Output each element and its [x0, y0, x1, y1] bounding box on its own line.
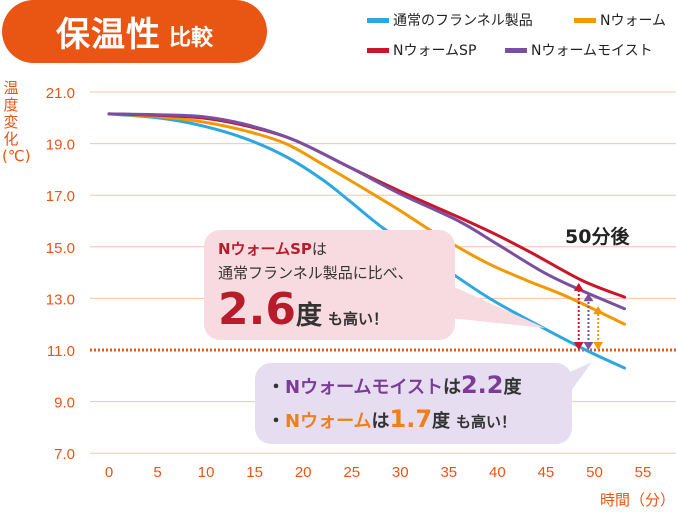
series-line-1	[107, 112, 627, 326]
y-tick-label: 13.0	[46, 291, 75, 308]
title-sub: 比較	[168, 25, 213, 51]
series-line-3	[107, 112, 627, 311]
x-tick-label: 30	[392, 464, 409, 481]
nwarm-difference-value: 1.7	[389, 405, 433, 433]
sp-callout-line3: 2.6度 も高い！	[218, 284, 388, 335]
arrow-head-down-icon	[573, 342, 584, 350]
legend-label: NウォームSP	[393, 43, 477, 59]
x-tick-label: 0	[105, 464, 113, 481]
sp-callout-line2: 通常フランネル製品に比べ、	[218, 264, 413, 282]
arrow-head-down-icon	[593, 342, 604, 350]
y-tick-label: 15.0	[46, 240, 75, 257]
title-main: 保温性	[55, 15, 161, 55]
moist-row: ・Nウォームモイストは2.2度	[267, 371, 522, 399]
unit: 度	[503, 377, 522, 398]
y-tick-label: 7.0	[54, 446, 75, 463]
y-tick-label: 19.0	[46, 137, 75, 154]
x-tick-label: 10	[198, 464, 215, 481]
x-tick-label: 40	[489, 464, 506, 481]
sp-callout: NウォームSPは 通常フランネル製品に比べ、 2.6度 も高い！	[204, 230, 455, 340]
callout-pointer	[450, 285, 545, 328]
particle: は	[442, 377, 461, 398]
bullet: ・	[267, 377, 285, 398]
legend-swatch	[574, 17, 596, 23]
brand-name: Nウォームモイスト	[285, 377, 443, 398]
arrow-head-down-icon	[583, 342, 594, 350]
legend-item-nwarm: Nウォーム	[574, 10, 666, 30]
legend-label: 通常のフランネル製品	[393, 13, 533, 29]
unit: 度	[432, 411, 451, 432]
tail: も高い！	[327, 310, 388, 328]
y-tick-label: 11.0	[47, 343, 75, 360]
callout-pointer	[568, 362, 592, 395]
legend-label: Nウォームモイスト	[531, 43, 653, 59]
x-tick-label: 50	[586, 464, 603, 481]
legend-item-flannel: 通常のフランネル製品	[367, 10, 533, 30]
chart-title-badge: 保温性 比較	[2, 0, 267, 63]
legend-swatch	[367, 17, 389, 23]
y-tick-label: 21.0	[46, 85, 75, 102]
brand-name: Nウォーム	[285, 411, 372, 432]
arrow-head-up-icon	[593, 306, 604, 315]
x-tick-label: 20	[295, 464, 312, 481]
moist-difference-value: 2.2	[460, 371, 504, 399]
arrow-head-up-icon	[573, 282, 584, 291]
x-tick-label: 35	[440, 464, 457, 481]
y-tick-label: 17.0	[46, 188, 75, 205]
brand-name: NウォームSP	[218, 240, 312, 258]
x-tick-label: 45	[538, 464, 555, 481]
after-50min-label: 50分後	[565, 226, 630, 248]
unit: 度	[295, 301, 322, 331]
x-tick-label: 15	[246, 464, 263, 481]
legend-label: Nウォーム	[600, 13, 667, 29]
sp-callout-line1: NウォームSPは	[218, 238, 327, 259]
legend-item-nwarm-sp: NウォームSP	[367, 40, 476, 60]
sp-difference-value: 2.6	[218, 284, 296, 335]
legend-swatch	[367, 47, 389, 53]
other-callout: ・Nウォームモイストは2.2度 ・Nウォームは1.7度 も高い！	[255, 363, 572, 444]
x-tick-label: 25	[343, 464, 360, 481]
particle: は	[311, 240, 327, 258]
bullet: ・	[267, 411, 285, 432]
legend-swatch	[505, 47, 527, 53]
y-tick-label: 9.0	[54, 395, 75, 412]
x-tick-label: 55	[635, 464, 652, 481]
x-tick-label: 5	[153, 464, 161, 481]
legend-item-nwarm-moist: Nウォームモイスト	[505, 40, 653, 60]
x-axis-title: 時間（分）	[600, 491, 676, 509]
arrow-head-up-icon	[583, 293, 594, 302]
tail: も高い！	[456, 413, 517, 431]
nwarm-row: ・Nウォームは1.7度 も高い！	[267, 405, 516, 433]
particle: は	[371, 411, 390, 432]
